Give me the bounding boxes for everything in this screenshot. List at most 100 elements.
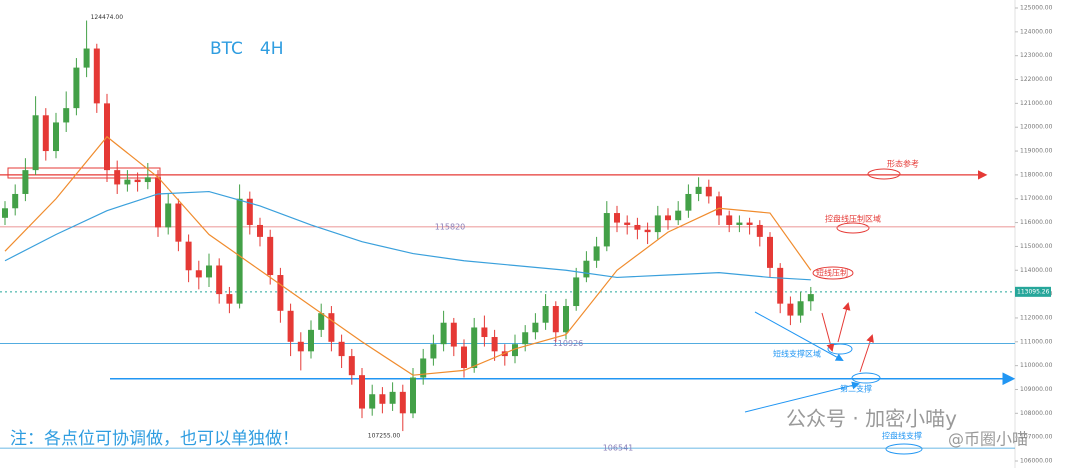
candle-body — [175, 203, 182, 242]
candle-body — [450, 322, 457, 347]
candle-body — [206, 265, 212, 278]
y-tick-label: 112000.00 — [1020, 314, 1053, 321]
moving-average — [4, 135, 812, 376]
level-label: 110926 — [553, 339, 584, 348]
chart-title: BTC 4H — [210, 39, 284, 59]
y-tick-label: 114000.00 — [1020, 267, 1053, 274]
candle-body — [624, 222, 631, 225]
candle-body — [420, 358, 427, 378]
candle-body — [12, 193, 19, 209]
level-label: 106541 — [603, 444, 634, 453]
candle-body — [603, 213, 610, 247]
candle-body — [216, 265, 223, 295]
y-tick-label: 117000.00 — [1020, 195, 1053, 202]
annotation: 短线支撑区域 — [773, 349, 821, 359]
candle-body — [563, 306, 569, 333]
candle-body — [634, 224, 641, 230]
candle-body — [389, 391, 396, 404]
y-tick-label: 120000.00 — [1020, 124, 1053, 131]
candle-body — [22, 170, 29, 194]
candle-body — [756, 224, 763, 237]
shape-box — [7, 167, 161, 179]
candle-body — [195, 270, 202, 278]
moving-average — [4, 190, 811, 281]
candle-body — [716, 196, 722, 216]
candle-body — [787, 303, 794, 316]
candle-body — [318, 313, 325, 330]
candle-body — [583, 260, 590, 278]
candle-body — [236, 198, 243, 304]
y-tick-label: 121000.00 — [1020, 100, 1053, 107]
candle-body — [257, 224, 263, 237]
candle-body — [73, 67, 80, 109]
candle-body — [705, 186, 712, 197]
y-tick-label: 123000.00 — [1020, 52, 1053, 59]
candle-body — [767, 236, 773, 268]
candle-body — [63, 108, 70, 123]
annotation: 第二支撑 — [840, 384, 872, 394]
candle-body — [348, 356, 355, 376]
candle-body — [32, 115, 39, 171]
note: 注：各点位可协调做，也可以单独做！ — [10, 429, 299, 449]
candle-body — [42, 115, 49, 152]
extreme-label: 107255.00 — [368, 433, 401, 440]
watermark-handle: @币圈小喵 — [948, 430, 1028, 449]
candle-body — [93, 48, 100, 104]
candle-body — [440, 322, 447, 345]
candle-body — [573, 277, 580, 307]
candle-body — [410, 377, 416, 414]
candle-body — [532, 322, 539, 333]
candle-body — [297, 341, 304, 352]
candle-body — [53, 122, 59, 152]
y-tick-label: 110000.00 — [1020, 362, 1053, 369]
y-tick-label: 116000.00 — [1020, 219, 1053, 226]
candle-body — [797, 301, 804, 316]
candle-body — [328, 313, 335, 342]
candle-body — [461, 346, 467, 369]
candle-body — [287, 310, 294, 342]
candle-body — [144, 177, 151, 183]
candle-body — [359, 375, 365, 409]
candle-body — [726, 215, 733, 225]
y-tick-label: 115000.00 — [1020, 243, 1053, 250]
y-tick-label: 111000.00 — [1020, 338, 1053, 345]
last-price-box — [1015, 286, 1051, 297]
candle-body — [481, 327, 488, 338]
y-tick-label: 122000.00 — [1020, 76, 1053, 83]
annotation: 短线压制 — [816, 268, 848, 278]
candle-body — [654, 215, 661, 233]
candle-body — [746, 222, 753, 225]
annotation: 控盘线压制区域 — [825, 214, 881, 224]
candle-body — [593, 246, 600, 261]
extreme-label: 124474.00 — [91, 14, 124, 21]
y-tick-label: 118000.00 — [1020, 171, 1053, 178]
candle-body — [542, 306, 549, 323]
candle-body — [226, 294, 233, 304]
candle-body — [246, 198, 253, 225]
candle-body — [155, 177, 161, 228]
level-label: 115820 — [435, 222, 466, 231]
candle-body — [369, 394, 376, 409]
candle-body — [308, 329, 314, 352]
candle-body — [614, 213, 620, 223]
candle-body — [777, 267, 784, 304]
candle-body — [491, 337, 498, 352]
candle-body — [2, 208, 8, 218]
candle-body — [807, 294, 814, 302]
candle-body — [644, 229, 651, 233]
y-tick-label: 107000.00 — [1020, 434, 1053, 441]
candle-body — [134, 179, 141, 183]
candle-body — [695, 186, 702, 194]
candle-body — [379, 394, 386, 404]
last-price-label: 113095.26 — [1017, 288, 1050, 295]
candle-body — [665, 215, 671, 221]
candle-body — [430, 344, 437, 359]
candle-body — [512, 344, 518, 357]
candle-body — [471, 327, 478, 369]
y-tick-label: 108000.00 — [1020, 410, 1053, 417]
candle-body — [522, 332, 529, 345]
candle-body — [83, 48, 90, 68]
candle-body — [267, 236, 274, 276]
